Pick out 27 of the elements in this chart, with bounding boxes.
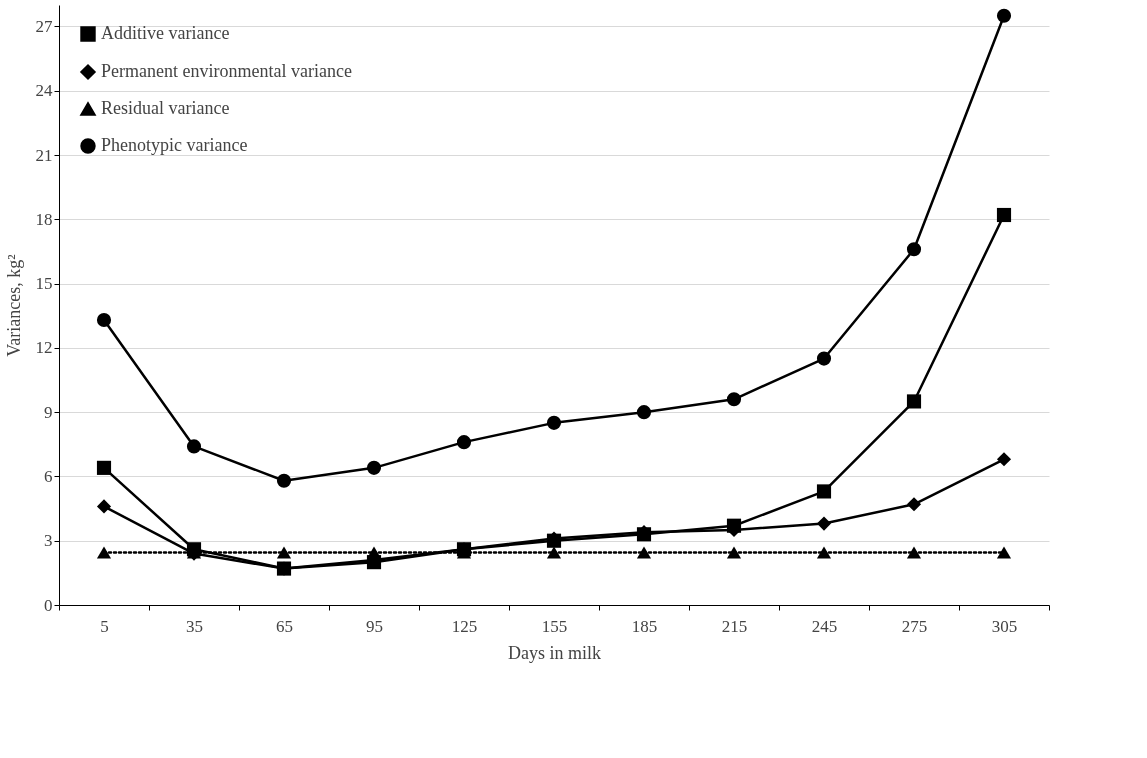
y-tick-label: 0 (44, 595, 53, 615)
x-tick-label: 95 (366, 616, 383, 636)
y-tick-label: 27 (35, 16, 53, 36)
x-tick-label: 245 (811, 616, 838, 636)
x-axis-title: Days in milk (508, 642, 601, 663)
x-tick-label: 215 (721, 616, 748, 636)
y-tick-label: 21 (35, 145, 53, 165)
x-tick-label: 185 (631, 616, 658, 636)
y-tick-label: 18 (35, 209, 53, 229)
legend-label: Residual variance (101, 98, 230, 118)
y-axis-title: Variances, kg² (3, 254, 24, 357)
x-tick-label: 65 (276, 616, 293, 636)
x-tick-label: 155 (541, 616, 568, 636)
x-tick-label: 275 (901, 616, 928, 636)
legend-label: Additive variance (101, 23, 230, 43)
legend-label: Phenotypic variance (101, 135, 248, 155)
y-tick-label: 24 (35, 81, 53, 101)
x-tick-label: 5 (100, 616, 109, 636)
y-tick-label: 3 (44, 531, 53, 551)
legend-label: Permanent environmental variance (101, 61, 352, 81)
y-tick-label: 12 (35, 338, 53, 358)
y-tick-label: 9 (44, 402, 53, 422)
y-tick-label: 15 (35, 274, 53, 294)
x-tick-label: 35 (186, 616, 203, 636)
y-tick-label: 6 (44, 466, 53, 486)
x-tick-label: 125 (451, 616, 478, 636)
x-tick-label: 305 (991, 616, 1018, 636)
